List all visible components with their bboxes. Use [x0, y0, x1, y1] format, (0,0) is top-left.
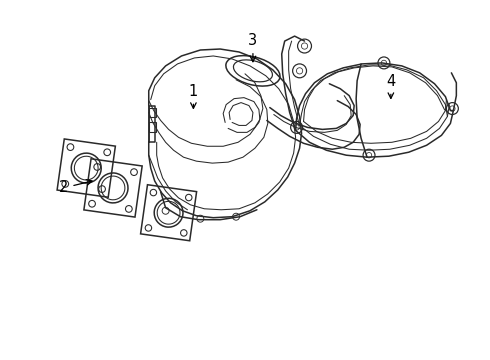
Text: 2: 2 — [59, 180, 92, 195]
Text: 3: 3 — [248, 33, 258, 62]
Bar — [149, 108, 156, 117]
Text: 4: 4 — [386, 74, 395, 98]
Bar — [149, 122, 156, 132]
Text: 1: 1 — [189, 84, 198, 108]
